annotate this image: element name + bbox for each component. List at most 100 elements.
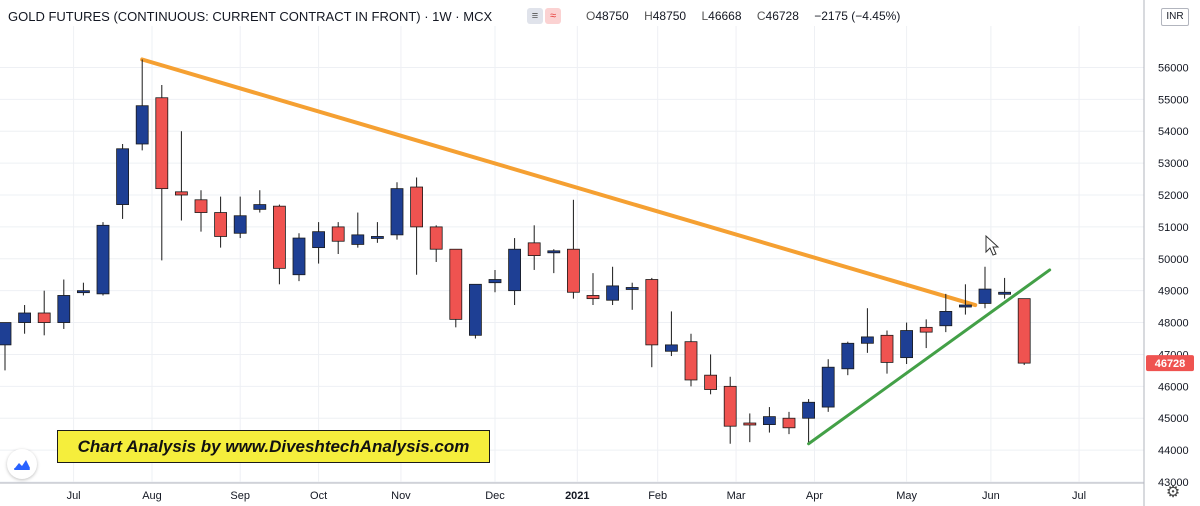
indicator-toggle-icon[interactable]: ≡ xyxy=(527,8,543,24)
candle xyxy=(116,143,129,219)
candle xyxy=(1017,298,1031,366)
candle xyxy=(292,233,306,282)
candle xyxy=(37,290,51,336)
price-tick-label: 44000 xyxy=(1158,445,1189,457)
price-tick-label: 56000 xyxy=(1158,62,1189,74)
candle-body xyxy=(508,248,522,292)
price-tick-label: 49000 xyxy=(1158,286,1189,298)
candle xyxy=(77,282,90,296)
time-tick-label: Mar xyxy=(727,490,746,502)
candle-body xyxy=(939,310,953,327)
candle-body xyxy=(645,279,659,346)
candle xyxy=(665,311,678,357)
candle-body xyxy=(351,234,365,245)
candle xyxy=(919,319,933,349)
last-price-tag: 46728 xyxy=(1146,355,1194,372)
candle-body xyxy=(586,295,600,300)
time-tick-label: Dec xyxy=(485,490,505,502)
candle-body xyxy=(272,205,286,269)
candle xyxy=(959,284,972,315)
candle-body xyxy=(77,290,90,294)
candle xyxy=(567,199,580,299)
candle xyxy=(331,222,345,254)
candle-body xyxy=(978,288,992,304)
time-tick-label: Jul xyxy=(1072,490,1086,502)
candle xyxy=(704,354,717,395)
candle-body xyxy=(841,342,855,370)
candle-body xyxy=(743,422,757,426)
candle-body xyxy=(1017,298,1031,364)
time-tick-label: Jul xyxy=(67,490,81,502)
resistance-trendline xyxy=(140,57,978,308)
price-tick-label: 50000 xyxy=(1158,254,1189,266)
time-tick-label: Jun xyxy=(982,490,1000,502)
candle xyxy=(449,248,463,328)
candle xyxy=(861,308,874,353)
candle-body xyxy=(802,401,815,419)
candle xyxy=(998,277,1011,299)
candle-body xyxy=(919,326,933,333)
candle-body xyxy=(488,279,502,284)
close-value: C46728 xyxy=(756,9,799,23)
candle xyxy=(723,376,737,444)
cursor-icon xyxy=(985,234,1000,256)
candle-body xyxy=(214,212,228,237)
price-tick-label: 51000 xyxy=(1158,222,1189,234)
time-tick-label: May xyxy=(896,490,917,502)
axes xyxy=(0,0,1145,506)
candle xyxy=(625,282,639,310)
candle-body xyxy=(116,148,129,205)
open-value: O48750 xyxy=(586,9,629,23)
candle-body xyxy=(606,285,619,301)
candle-body xyxy=(233,215,247,234)
candle-body xyxy=(410,186,424,228)
symbol-title[interactable]: GOLD FUTURES (CONTINUOUS: CURRENT CONTRA… xyxy=(8,9,493,24)
candle-body xyxy=(37,312,51,323)
candle-body xyxy=(900,330,913,359)
candle xyxy=(174,131,188,221)
time-tick-label: Apr xyxy=(806,490,823,502)
candle xyxy=(743,413,757,443)
candle-body xyxy=(0,322,12,346)
candle xyxy=(547,249,561,274)
candle xyxy=(508,238,522,306)
candle-body xyxy=(704,374,717,390)
candle xyxy=(0,322,12,371)
candle xyxy=(645,277,659,368)
candle-body xyxy=(861,336,874,344)
candle xyxy=(57,279,71,329)
candle-body xyxy=(567,248,580,293)
candle-body xyxy=(684,341,698,381)
candle xyxy=(782,411,796,435)
analysis-watermark: Chart Analysis by www.DiveshtechAnalysis… xyxy=(57,430,490,463)
price-tick-label: 43000 xyxy=(1158,477,1189,489)
candle xyxy=(939,293,953,333)
price-axis-labels: 4300044000450004600047000480004900050000… xyxy=(1158,62,1189,489)
candle xyxy=(429,225,443,262)
candle xyxy=(194,190,208,232)
last-price-label: 46728 xyxy=(1155,358,1186,370)
price-tick-label: 53000 xyxy=(1158,158,1189,170)
candle-body xyxy=(312,231,326,249)
candle-body xyxy=(821,366,835,408)
ohlc-readout: O48750 H48750 L46668 C46728 −2175 (−4.45… xyxy=(586,9,906,23)
tradingview-cloud-icon[interactable] xyxy=(7,449,37,479)
candle xyxy=(351,212,365,248)
currency-badge[interactable]: INR xyxy=(1161,8,1189,26)
time-axis-labels: Jul Aug Sep Oct Nov Dec 2021 Feb Mar Apr May Jun Jul xyxy=(67,490,1087,502)
gear-icon[interactable]: ⚙ xyxy=(1165,484,1181,501)
price-tick-label: 55000 xyxy=(1158,94,1189,106)
trendlines[interactable] xyxy=(140,57,1052,446)
candle-body xyxy=(155,97,169,190)
price-tick-label: 54000 xyxy=(1158,126,1189,138)
compare-toggle-icon[interactable]: ≈ xyxy=(545,8,561,24)
candle-body xyxy=(429,226,443,250)
candle-body xyxy=(449,248,463,320)
candle xyxy=(370,222,384,243)
candle xyxy=(253,190,267,213)
candle-body xyxy=(194,199,208,213)
low-value: L46668 xyxy=(701,9,742,23)
candle xyxy=(880,330,894,374)
candle-body xyxy=(782,417,796,429)
